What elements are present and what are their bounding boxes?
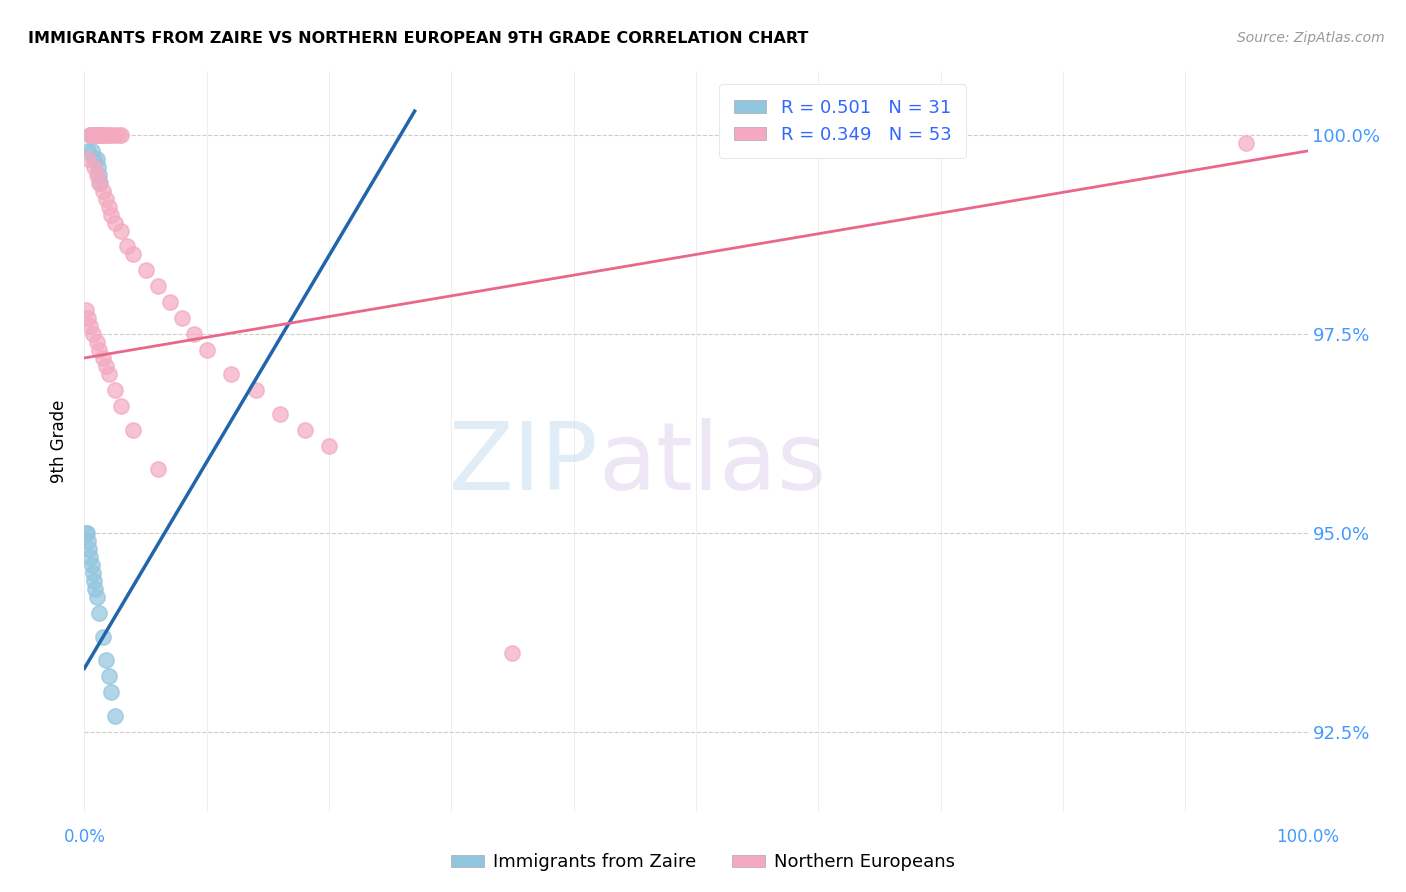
Point [77,534,100,549]
Point [76,526,98,541]
Point [91,630,114,644]
Point [97,367,120,381]
Point [87,176,110,190]
Point [96,653,118,667]
Point [97,128,120,142]
Point [294,423,316,437]
Text: IMMIGRANTS FROM ZAIRE VS NORTHERN EUROPEAN 9TH GRADE CORRELATION CHART: IMMIGRANTS FROM ZAIRE VS NORTHERN EUROPE… [28,31,808,46]
Point [146,279,169,293]
Point [100,685,122,699]
Point [100,208,122,222]
Point [146,462,169,476]
Point [91,184,114,198]
Point [82,327,104,342]
Point [87,168,110,182]
Point [83,128,105,142]
Point [83,160,105,174]
Point [89,128,111,142]
Point [91,128,114,142]
Point [122,423,145,437]
Point [1236,136,1258,150]
Point [318,438,340,452]
Point [110,223,132,237]
Point [100,128,122,142]
Point [77,152,100,166]
Point [122,247,145,261]
Point [83,152,105,166]
Text: ZIP: ZIP [449,417,598,509]
Point [84,128,107,142]
Point [90,128,112,142]
Point [89,176,111,190]
Point [245,383,267,397]
Point [104,216,127,230]
Point [79,128,101,142]
Point [80,558,103,572]
Point [115,239,138,253]
Legend: Immigrants from Zaire, Northern Europeans: Immigrants from Zaire, Northern European… [444,847,962,879]
Point [93,128,115,142]
Point [107,128,129,142]
Point [97,669,120,683]
Point [86,334,108,349]
Point [86,128,108,142]
Point [75,526,97,541]
Point [80,144,103,158]
Point [80,128,103,142]
Point [269,407,291,421]
Point [91,351,114,365]
Point [135,263,157,277]
Text: 0.0%: 0.0% [63,828,105,846]
Point [82,566,104,580]
Point [82,128,104,142]
Point [87,128,110,142]
Point [86,168,108,182]
Point [77,311,100,326]
Point [97,200,120,214]
Legend: R = 0.501   N = 31, R = 0.349   N = 53: R = 0.501 N = 31, R = 0.349 N = 53 [720,84,966,158]
Point [83,574,105,588]
Text: Source: ZipAtlas.com: Source: ZipAtlas.com [1237,31,1385,45]
Point [79,319,101,334]
Point [110,128,132,142]
Point [195,343,218,357]
Point [183,327,205,342]
Point [87,606,110,620]
Point [87,128,110,142]
Point [96,128,118,142]
Point [159,295,181,310]
Point [110,399,132,413]
Text: atlas: atlas [598,417,827,509]
Point [89,128,111,142]
Point [75,303,97,318]
Point [104,709,127,723]
Point [79,549,101,564]
Point [96,359,118,373]
Point [86,590,108,604]
Point [87,343,110,357]
Text: 100.0%: 100.0% [1277,828,1339,846]
Point [86,152,108,166]
Point [90,128,112,142]
Point [87,128,110,142]
Point [77,144,100,158]
Point [502,646,524,660]
Point [104,383,127,397]
Point [77,541,100,556]
Point [96,192,118,206]
Point [87,160,110,174]
Point [84,582,107,596]
Point [104,128,127,142]
Point [219,367,242,381]
Y-axis label: 9th Grade: 9th Grade [51,400,69,483]
Point [79,128,101,142]
Point [172,311,194,326]
Point [86,128,108,142]
